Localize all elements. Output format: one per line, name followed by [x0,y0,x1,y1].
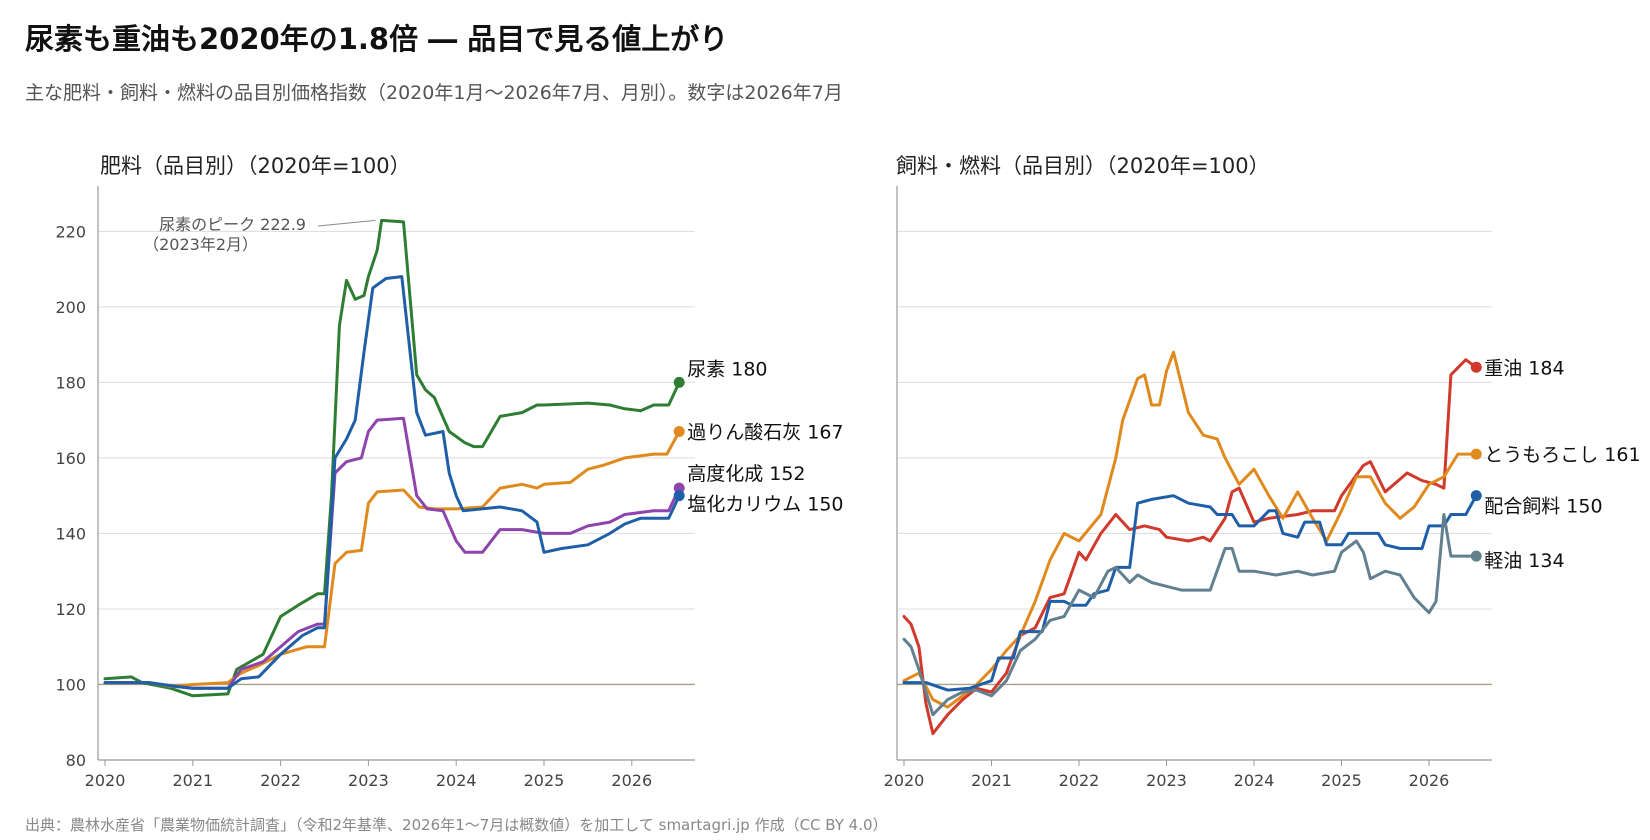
series-end-label-0-2: 高度化成 152 [687,463,805,485]
series-end-label-1-2: 配合飼料 150 [1484,496,1602,518]
series-line-1-2 [902,494,1478,692]
series-line-1-1 [902,350,1478,709]
x-tick-label-2024: 2024 [436,771,477,790]
series-end-point-1-3 [1470,550,1482,562]
x-tick-label-2025: 2025 [1321,771,1362,790]
x-tick-label-2020: 2020 [85,771,126,790]
series-line-1-0 [902,358,1478,736]
x-tick-label-2025: 2025 [524,771,565,790]
series-end-label-0-0: 尿素 180 [687,358,767,380]
series-end-label-1-1: とうもろこし 161 [1484,444,1640,466]
series-end-label-1-3: 軽油 134 [1484,550,1564,572]
annotation-peak-label: 尿素のピーク 222.9 [159,215,306,234]
series-end-point-0-3 [673,490,685,502]
y-tick-label-160: 160 [55,449,86,468]
series-end-point-1-0 [1470,361,1482,373]
series-line-0-3 [103,275,681,690]
x-tick-label-2022: 2022 [1059,771,1100,790]
right-panel-title: 飼料・燃料（品目別）（2020年=100） [896,154,1270,178]
series-end-point-0-0 [673,376,685,388]
y-tick-label-120: 120 [55,600,86,619]
x-tick-label-2026: 2026 [1409,771,1450,790]
series-end-point-0-1 [673,425,685,437]
y-tick-label-200: 200 [55,298,86,317]
y-tick-label-80: 80 [66,751,86,770]
page-subtitle: 主な肥料・飼料・燃料の品目別価格指数（2020年1月〜2026年7月、月別）。数… [25,82,843,104]
y-tick-label-140: 140 [55,524,86,543]
y-tick-label-180: 180 [55,373,86,392]
page-title: 尿素も重油も2020年の1.8倍 ― 品目で見る値上がり [25,22,729,56]
series-line-0-1 [103,430,681,688]
series-line-0-0 [103,218,681,698]
series-end-label-0-3: 塩化カリウム 150 [687,494,843,516]
x-tick-label-2024: 2024 [1234,771,1275,790]
fertilizer-chart: 80 100 120 140 160 180 200 220 2020 2021 2022 2023 2… [55,186,844,790]
annotation-leader-line [317,219,376,227]
x-tick-label-2026: 2026 [611,771,652,790]
series-end-label-0-1: 過りん酸石灰 167 [687,421,843,443]
series-end-point-1-1 [1470,448,1482,460]
series-end-point-0-2 [673,482,685,494]
series-end-label-1-0: 重油 184 [1484,357,1564,379]
x-tick-label-2023: 2023 [348,771,389,790]
left-panel-title: 肥料（品目別）（2020年=100） [100,154,411,178]
y-tick-label-220: 220 [55,222,86,241]
series-line-0-2 [103,416,681,690]
x-tick-label-2021: 2021 [172,771,213,790]
feed-fuel-chart: 2020 2021 2022 2023 2024 2025 2026 重油 184 とうもろこし… [884,186,1641,790]
series-end-point-1-2 [1470,490,1482,502]
x-tick-label-2021: 2021 [971,771,1012,790]
x-tick-label-2023: 2023 [1146,771,1187,790]
y-tick-label-100: 100 [55,675,86,694]
source-note: 出典：農林水産省「農業物価統計調査」（令和2年基準、2026年1〜7月は概数値）… [25,816,888,834]
series-line-1-3 [902,513,1478,717]
x-tick-label-2020: 2020 [884,771,925,790]
annotation-peak-date: （2023年2月） [143,235,258,254]
x-tick-label-2022: 2022 [260,771,301,790]
